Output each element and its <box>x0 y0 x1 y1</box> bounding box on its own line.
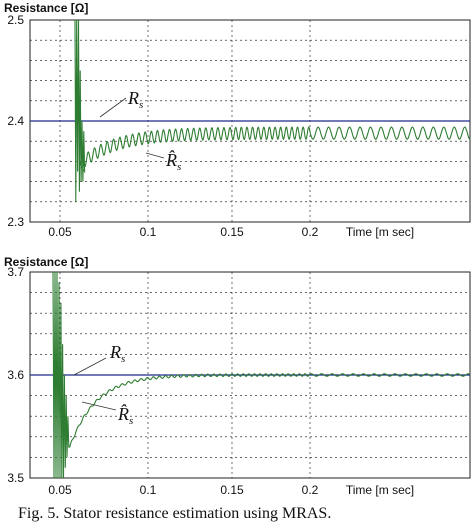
y-tick-label-bottom-2: 3.7 <box>7 265 24 279</box>
annotation-estimate-top: R̂s <box>145 150 181 173</box>
x-axis-label-top: Time [m sec] <box>346 225 414 239</box>
chart-top: Resistance [Ω] 2.3 2.4 2.5 0.05 0.1 0.15… <box>4 1 471 239</box>
x-tick-label-top-3: 0.2 <box>302 225 319 239</box>
annotation-estimate-label-bottom: R̂s <box>117 404 133 427</box>
x-tick-label-top-0: 0.05 <box>48 225 72 239</box>
annotation-arrow-reference-top <box>99 97 127 118</box>
y-axis-label-bottom: Resistance [Ω] <box>4 255 88 269</box>
annotation-estimate-label-top: R̂s <box>165 150 181 173</box>
annotation-arrow-reference-bottom <box>73 357 107 376</box>
y-axis-label-top: Resistance [Ω] <box>4 1 88 15</box>
chart-bottom: Resistance [Ω] 3.5 3.6 3.7 0.05 0.1 0.15… <box>4 255 471 497</box>
series-bottom <box>30 271 471 479</box>
y-tick-label-bottom-1: 3.6 <box>7 368 24 382</box>
series-estimate-line-bottom <box>52 271 471 479</box>
annotation-reference-bottom: Rs <box>73 342 125 376</box>
annotation-reference-label-top: Rs <box>127 88 143 111</box>
y-tick-label-top-1: 2.4 <box>7 114 24 128</box>
series-estimate-line-top <box>74 19 471 202</box>
y-tick-label-top-2: 2.5 <box>7 13 24 27</box>
figure-caption: Fig. 5. Stator resistance estimation usi… <box>18 505 331 522</box>
x-tick-label-bottom-3: 0.2 <box>302 483 319 497</box>
annotation-estimate-bottom: R̂s <box>81 401 133 427</box>
y-tick-label-top-0: 2.3 <box>7 215 24 229</box>
y-tick-label-bottom-0: 3.5 <box>7 471 24 485</box>
series-top <box>30 19 471 202</box>
annotation-reference-top: Rs <box>99 88 143 118</box>
x-tick-label-top-2: 0.15 <box>220 225 244 239</box>
annotation-reference-label-bottom: Rs <box>109 342 125 365</box>
x-tick-label-bottom-2: 0.15 <box>220 483 244 497</box>
annotation-arrow-estimate-bottom <box>81 401 117 411</box>
x-tick-label-bottom-0: 0.05 <box>48 483 72 497</box>
x-tick-label-bottom-1: 0.1 <box>140 483 157 497</box>
x-axis-label-bottom: Time [m sec] <box>346 483 414 497</box>
annotation-arrow-estimate-top <box>145 152 165 159</box>
x-tick-label-top-1: 0.1 <box>140 225 157 239</box>
